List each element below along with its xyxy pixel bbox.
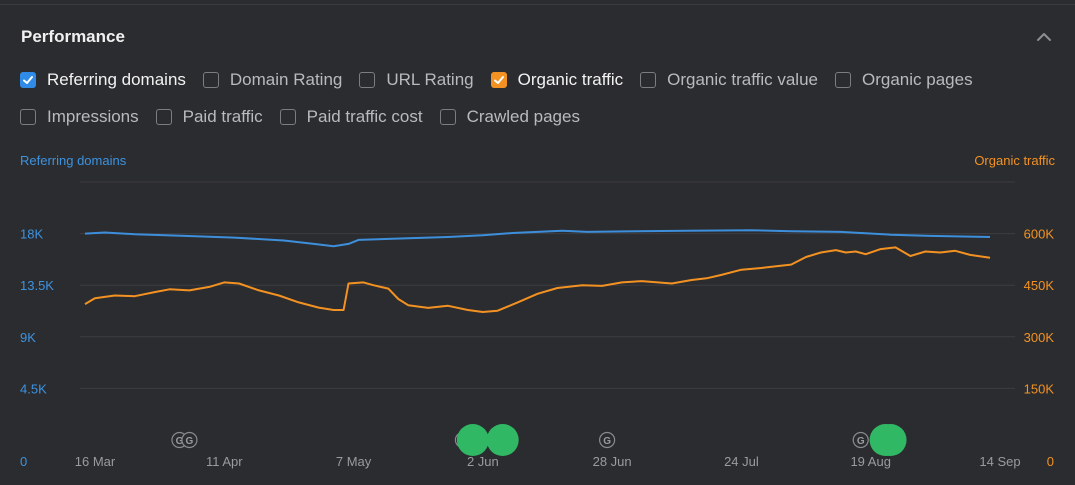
x-tick-label: 19 Aug xyxy=(850,454,891,469)
google-update-icon[interactable]: G xyxy=(181,431,198,449)
y-right-tick-label: 300K xyxy=(1024,330,1055,345)
performance-chart: 0 4.5K 9K 13.5K 18K 0 150K 300K 450K 600K 16 Mar 11… xyxy=(20,181,1055,469)
checkbox-label: Crawled pages xyxy=(466,107,580,126)
y-left-tick-label: 18K xyxy=(20,227,43,242)
checkbox-empty-icon[interactable] xyxy=(640,72,657,88)
x-tick-label: 28 Jun xyxy=(593,454,632,469)
y-right-tick-label: 0 xyxy=(1047,454,1054,469)
checkmark-icon[interactable] xyxy=(490,72,507,88)
top-divider xyxy=(0,4,1075,5)
checkbox-label: Paid traffic xyxy=(182,107,263,126)
google-update-icon[interactable]: G xyxy=(852,431,869,449)
y-left-tick-label: 9K xyxy=(20,330,36,345)
checkbox-label: URL Rating xyxy=(386,70,474,89)
x-tick-label: 11 Apr xyxy=(206,454,243,469)
checkbox-domain-rating[interactable]: Domain Rating xyxy=(202,70,343,90)
checkbox-organic-pages[interactable]: Organic pages xyxy=(835,70,973,90)
checkbox-empty-icon[interactable] xyxy=(439,109,456,125)
checkbox-label: Organic traffic value xyxy=(667,70,818,89)
checkbox-label: Organic pages xyxy=(862,70,973,89)
checkbox-empty-icon[interactable] xyxy=(202,72,219,88)
checkbox-label: Domain Rating xyxy=(229,70,343,89)
metric-checkboxes: Referring domains Domain Rating URL Rating… xyxy=(20,68,1060,142)
checkbox-label: Paid traffic cost xyxy=(306,107,423,126)
svg-text:G: G xyxy=(186,436,194,447)
checkbox-paid-traffic[interactable]: Paid traffic xyxy=(155,107,263,127)
event-marker-icon[interactable] xyxy=(874,424,907,456)
x-tick-label: 2 Jun xyxy=(467,454,499,469)
checkbox-empty-icon[interactable] xyxy=(155,109,172,125)
series-line-referring-domains xyxy=(84,229,991,248)
svg-text:G: G xyxy=(603,436,611,447)
chevron-up-icon[interactable] xyxy=(1035,28,1053,46)
legend-organic-traffic: Organic traffic xyxy=(974,153,1055,168)
y-right-tick-label: 450K xyxy=(1024,278,1055,293)
checkbox-organic-traffic-value[interactable]: Organic traffic value xyxy=(640,70,818,90)
svg-text:G: G xyxy=(857,436,865,447)
event-marker-icon[interactable] xyxy=(486,424,519,456)
checkbox-crawled-pages[interactable]: Crawled pages xyxy=(439,107,580,127)
checkbox-referring-domains[interactable]: Referring domains xyxy=(20,70,186,90)
checkbox-empty-icon[interactable] xyxy=(20,109,36,125)
checkbox-organic-traffic[interactable]: Organic traffic xyxy=(490,70,624,90)
series-line-organic-traffic xyxy=(84,246,991,313)
checkbox-label: Impressions xyxy=(47,107,139,126)
legend-referring-domains: Referring domains xyxy=(20,153,127,168)
event-marker-icon[interactable] xyxy=(456,424,489,456)
checkbox-label: Referring domains xyxy=(47,70,186,89)
x-tick-label: 7 May xyxy=(336,454,372,469)
x-tick-label: 24 Jul xyxy=(724,454,759,469)
x-tick-label: 14 Sep xyxy=(979,454,1020,469)
checkbox-paid-traffic-cost[interactable]: Paid traffic cost xyxy=(279,107,423,127)
checkbox-url-rating[interactable]: URL Rating xyxy=(359,70,474,90)
y-left-tick-label: 13.5K xyxy=(20,278,54,293)
google-update-icon[interactable]: G xyxy=(599,431,616,449)
y-left-tick-label: 0 xyxy=(20,454,27,469)
checkbox-empty-icon[interactable] xyxy=(835,72,851,88)
checkbox-empty-icon[interactable] xyxy=(279,109,296,125)
checkbox-label: Organic traffic xyxy=(517,70,624,89)
y-right-tick-label: 600K xyxy=(1024,227,1055,242)
y-right-tick-label: 150K xyxy=(1024,381,1055,396)
panel-title: Performance xyxy=(21,27,125,46)
svg-text:G: G xyxy=(176,436,184,447)
y-left-tick-label: 4.5K xyxy=(20,381,47,396)
checkmark-icon[interactable] xyxy=(20,72,36,88)
checkbox-empty-icon[interactable] xyxy=(359,72,376,88)
checkbox-impressions[interactable]: Impressions xyxy=(20,107,139,127)
x-tick-label: 16 Mar xyxy=(75,454,116,469)
